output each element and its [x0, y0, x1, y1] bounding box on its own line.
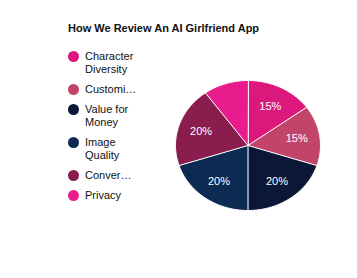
svg-text:20%: 20%	[190, 125, 212, 137]
html-text:Privacy: Privacy	[85, 189, 122, 201]
html-text:Conver…: Conver…	[85, 169, 132, 181]
html-text:Value for Money: Value for Money	[85, 103, 129, 128]
svg-text:20%: 20%	[266, 175, 288, 187]
svg-text:15%: 15%	[286, 132, 308, 144]
svg-text:15%: 15%	[259, 100, 281, 112]
html-text:Character Diversity: Character Diversity	[85, 50, 134, 75]
html-text:Image Quality: Image Quality	[85, 136, 120, 161]
svg-text:20%: 20%	[208, 175, 230, 187]
html-text:Customi…: Customi…	[85, 83, 137, 95]
html-text:How We Review An AI Girlfriend: How We Review An AI Girlfriend App	[68, 22, 260, 34]
